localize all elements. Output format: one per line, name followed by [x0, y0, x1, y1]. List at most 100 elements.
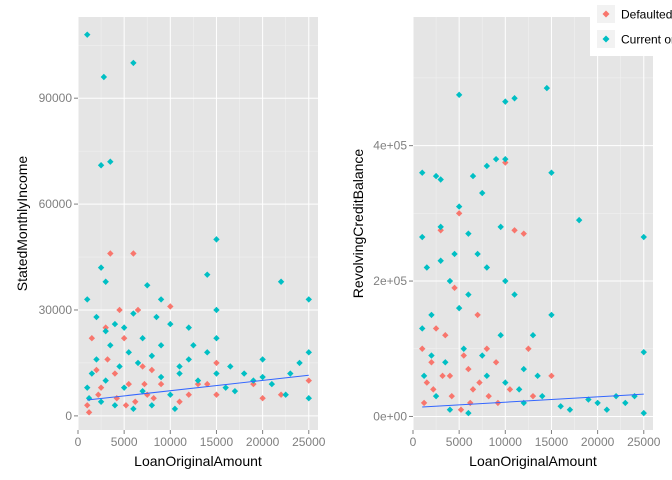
data-point-current-or-paid: [502, 155, 509, 163]
data-point-current-or-paid: [130, 59, 137, 67]
data-point-defaulted: [465, 365, 472, 373]
data-point-current-or-paid: [305, 296, 312, 303]
data-point-defaulted: [157, 380, 165, 388]
data-point-current-or-paid: [520, 399, 527, 407]
data-point-current-or-paid: [511, 95, 518, 102]
data-point-current-or-paid: [102, 278, 109, 285]
data-point-current-or-paid: [483, 162, 491, 170]
data-point-current-or-paid: [176, 363, 183, 370]
data-point-current-or-paid: [437, 176, 444, 183]
data-point-current-or-paid: [120, 324, 128, 331]
data-point-defaulted: [457, 406, 465, 413]
data-point-current-or-paid: [502, 379, 509, 386]
data-point-current-or-paid: [437, 257, 444, 264]
data-point-defaulted: [95, 391, 102, 398]
data-point-current-or-paid: [529, 332, 537, 339]
x-tick-label: 20000: [246, 435, 280, 449]
data-point-current-or-paid: [305, 395, 312, 402]
y-tick-label: 60000: [39, 197, 73, 211]
data-point-current-or-paid: [130, 310, 137, 317]
data-point-current-or-paid: [296, 359, 303, 367]
left-y-axis-title: StatedMonthlyIncome: [14, 156, 30, 292]
y-tick-label: 30000: [39, 303, 73, 317]
data-point-current-or-paid: [548, 311, 555, 319]
data-point-current-or-paid: [515, 386, 523, 393]
data-point-defaulted: [420, 399, 428, 407]
data-point-current-or-paid: [93, 313, 100, 321]
data-point-defaulted: [85, 409, 93, 416]
data-point-defaulted: [305, 377, 312, 384]
left-data-points: [84, 31, 312, 416]
data-point-defaulted: [84, 402, 91, 409]
data-point-current-or-paid: [455, 203, 463, 210]
data-point-current-or-paid: [428, 352, 435, 359]
data-point-defaulted: [455, 210, 463, 217]
right-plot-panel: [413, 17, 653, 430]
data-point-current-or-paid: [557, 403, 564, 410]
data-point-defaulted: [511, 227, 518, 234]
data-point-current-or-paid: [497, 332, 504, 339]
data-point-current-or-paid: [277, 278, 285, 285]
right-x-ticks: 0 5000 10000 15000 20000 25000: [410, 430, 661, 449]
data-point-current-or-paid: [502, 98, 509, 105]
data-point-current-or-paid: [204, 349, 211, 356]
data-point-current-or-paid: [479, 189, 486, 197]
data-point-defaulted: [492, 359, 500, 366]
data-point-current-or-paid: [231, 387, 239, 395]
x-tick-label: 5000: [111, 435, 138, 449]
data-point-current-or-paid: [227, 363, 234, 370]
data-point-current-or-paid: [575, 216, 583, 224]
left-trend-line: [87, 374, 309, 401]
data-point-current-or-paid: [84, 31, 91, 38]
data-point-current-or-paid: [640, 348, 647, 356]
data-point-defaulted: [451, 284, 458, 292]
data-point-defaulted: [419, 345, 426, 352]
data-point-defaulted: [125, 380, 132, 388]
data-point-defaulted: [213, 391, 220, 398]
data-point-current-or-paid: [520, 365, 527, 373]
data-point-current-or-paid: [622, 399, 629, 407]
data-point-current-or-paid: [139, 335, 146, 342]
data-point-current-or-paid: [157, 296, 165, 303]
data-point-current-or-paid: [419, 325, 426, 332]
legend-marker-defaulted: [602, 10, 610, 18]
data-point-defaulted: [213, 359, 220, 367]
right-x-axis-title: LoanOriginalAmount: [469, 453, 597, 469]
y-tick-label: 0: [65, 409, 72, 423]
data-point-current-or-paid: [420, 372, 428, 380]
data-point-current-or-paid: [97, 398, 105, 405]
data-point-current-or-paid: [84, 384, 91, 391]
x-tick-label: 10000: [154, 435, 188, 449]
data-point-current-or-paid: [419, 233, 426, 241]
data-point-current-or-paid: [204, 271, 211, 278]
data-point-current-or-paid: [469, 172, 477, 180]
data-point-current-or-paid: [455, 304, 463, 312]
data-point-current-or-paid: [194, 377, 202, 384]
data-point-defaulted: [120, 335, 128, 342]
data-point-defaulted: [446, 372, 454, 380]
x-tick-label: 10000: [489, 435, 523, 449]
data-point-defaulted: [116, 306, 123, 314]
data-point-current-or-paid: [259, 356, 266, 363]
data-point-current-or-paid: [534, 372, 541, 380]
data-point-defaulted: [460, 352, 467, 359]
x-tick-label: 20000: [581, 435, 615, 449]
data-point-current-or-paid: [287, 370, 294, 377]
data-point-current-or-paid: [497, 223, 504, 231]
data-point-current-or-paid: [167, 320, 174, 328]
data-point-current-or-paid: [442, 359, 449, 366]
data-point-current-or-paid: [148, 402, 156, 409]
data-point-defaulted: [548, 372, 555, 380]
data-point-defaulted: [141, 380, 148, 388]
data-point-current-or-paid: [640, 233, 647, 241]
left-x-axis-title: LoanOriginalAmount: [134, 453, 262, 469]
data-point-current-or-paid: [502, 277, 509, 285]
data-point-defaulted: [483, 345, 491, 352]
left-plot-panel: [78, 17, 318, 430]
data-point-defaulted: [502, 159, 509, 166]
data-point-current-or-paid: [222, 384, 229, 391]
data-point-defaulted: [432, 325, 440, 332]
data-point-defaulted: [107, 250, 114, 257]
data-point-current-or-paid: [419, 169, 426, 176]
